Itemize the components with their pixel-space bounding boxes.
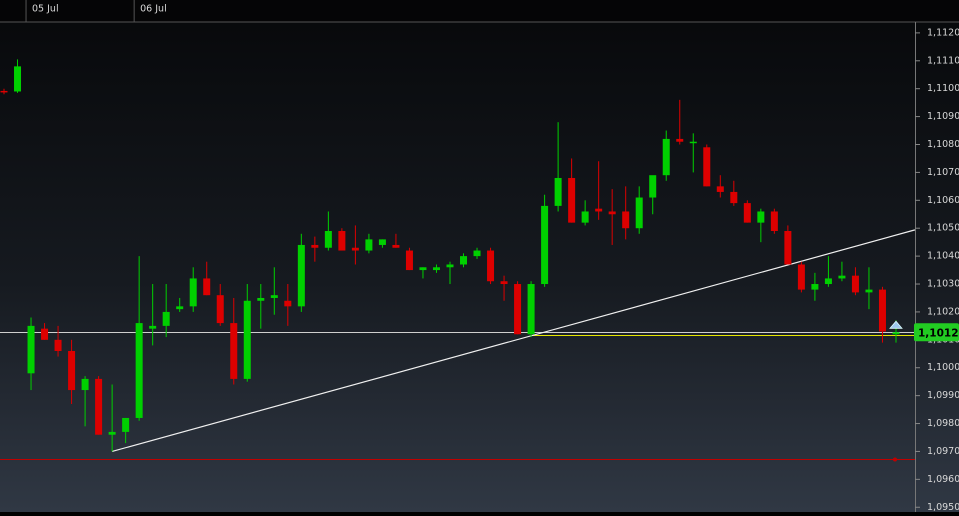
candle-body bbox=[338, 231, 346, 251]
y-tick-label: 1,10600 bbox=[927, 195, 959, 206]
y-tick-label: 1,09900 bbox=[927, 390, 959, 401]
last-price-label: 1,10127 bbox=[918, 327, 959, 339]
candle-body bbox=[757, 211, 765, 223]
candle-body bbox=[243, 300, 251, 379]
candle-body bbox=[676, 138, 684, 142]
candle-body bbox=[716, 186, 724, 192]
candle-body bbox=[162, 311, 170, 326]
candle-body bbox=[54, 339, 62, 351]
y-tick-label: 1,10700 bbox=[927, 167, 959, 178]
candle-body bbox=[365, 239, 373, 251]
candle-body bbox=[27, 325, 35, 374]
candle-body bbox=[770, 211, 778, 232]
candle-body bbox=[527, 284, 535, 335]
y-tick-label: 1,11200 bbox=[927, 27, 959, 38]
candle-body bbox=[622, 211, 630, 229]
last-price-box bbox=[914, 323, 959, 342]
candle-body bbox=[68, 350, 76, 391]
y-tick-label: 1,11100 bbox=[927, 55, 959, 66]
candle-body bbox=[81, 378, 89, 391]
y-tick-label: 1,10800 bbox=[927, 139, 959, 150]
candle-body bbox=[432, 267, 440, 271]
candle-body bbox=[460, 256, 468, 265]
candle-body bbox=[595, 208, 603, 212]
candle-body bbox=[797, 264, 805, 290]
candle-body bbox=[189, 278, 197, 307]
candle-body bbox=[41, 328, 49, 340]
time-bar bbox=[0, 0, 959, 22]
candle-body bbox=[0, 90, 8, 93]
candle-body bbox=[378, 239, 386, 245]
level-dot bbox=[892, 457, 897, 462]
y-tick-label: 1,11000 bbox=[927, 83, 959, 94]
candle-body bbox=[703, 147, 711, 187]
candle-body bbox=[824, 278, 832, 285]
candle-body bbox=[122, 417, 130, 432]
candle-body bbox=[500, 281, 508, 285]
candle-body bbox=[257, 297, 265, 301]
y-tick-label: 1,10000 bbox=[927, 362, 959, 373]
candle-body bbox=[203, 278, 211, 296]
candle-body bbox=[811, 284, 819, 290]
candle-body bbox=[446, 264, 454, 268]
x-tick-label: 06 Jul bbox=[140, 4, 167, 15]
candle-body bbox=[838, 275, 846, 279]
candle-body bbox=[324, 231, 332, 248]
candle-body bbox=[649, 175, 657, 198]
y-tick-label: 1,09600 bbox=[927, 474, 959, 485]
candle-body bbox=[487, 250, 495, 282]
y-tick-label: 1,10500 bbox=[927, 223, 959, 234]
y-tick-label: 1,10900 bbox=[927, 111, 959, 122]
candle-body bbox=[689, 141, 697, 144]
y-tick-label: 1,09800 bbox=[927, 418, 959, 429]
candle-body bbox=[473, 250, 481, 257]
candle-body bbox=[270, 295, 278, 298]
y-tick-label: 1,10400 bbox=[927, 251, 959, 262]
candle-body bbox=[608, 211, 616, 215]
candle-body bbox=[284, 300, 292, 307]
y-tick-label: 1,09700 bbox=[927, 446, 959, 457]
y-tick-label: 1,10200 bbox=[927, 306, 959, 317]
candle-body bbox=[14, 66, 22, 92]
candle-body bbox=[297, 244, 305, 307]
candle-body bbox=[176, 306, 184, 310]
candle-body bbox=[108, 431, 116, 435]
x-tick-label: 05 Jul bbox=[32, 4, 59, 15]
alert-icon bbox=[889, 320, 903, 329]
candle-body bbox=[419, 267, 427, 271]
candle-body bbox=[568, 177, 576, 223]
candle-body bbox=[351, 247, 359, 251]
candle-body bbox=[865, 289, 873, 293]
candle-body bbox=[743, 203, 751, 223]
candle-body bbox=[662, 138, 670, 176]
candle-body bbox=[230, 323, 238, 379]
candle-body bbox=[851, 275, 859, 293]
candle-body bbox=[892, 332, 900, 335]
candle-body bbox=[216, 295, 224, 324]
y-tick-label: 1,10300 bbox=[927, 279, 959, 290]
candle-body bbox=[878, 289, 886, 332]
candle-body bbox=[635, 197, 643, 229]
candle-body bbox=[311, 244, 319, 248]
candle-body bbox=[554, 177, 562, 206]
candle-body bbox=[730, 191, 738, 204]
candle-body bbox=[392, 244, 400, 248]
candle-body bbox=[541, 205, 549, 285]
candle-body bbox=[149, 325, 157, 329]
trendline bbox=[111, 229, 916, 453]
candle-body bbox=[581, 211, 589, 223]
candle-body bbox=[405, 250, 413, 271]
candle-body bbox=[784, 231, 792, 265]
candle-body bbox=[135, 323, 143, 418]
candle-body bbox=[514, 284, 522, 335]
candle-body bbox=[95, 378, 103, 435]
